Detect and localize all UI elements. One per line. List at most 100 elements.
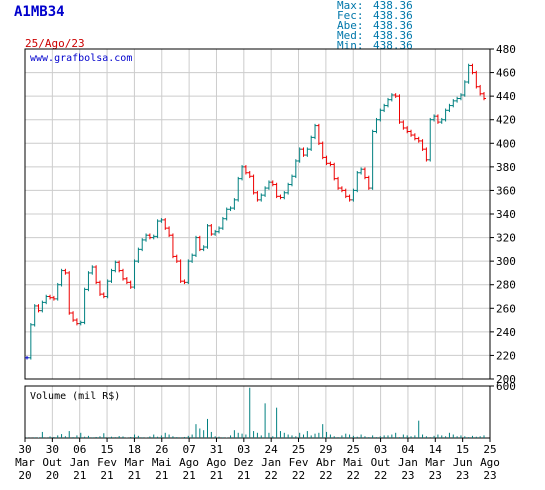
price-bar bbox=[186, 259, 191, 285]
x-tick-year-label: 23 bbox=[429, 469, 442, 482]
price-bar bbox=[466, 63, 471, 84]
price-bar bbox=[28, 323, 33, 360]
stat-avg: Med: 438.36 bbox=[337, 30, 413, 41]
price-bar bbox=[105, 279, 110, 299]
x-tick-month-label: Ago bbox=[179, 456, 199, 469]
price-bar bbox=[397, 94, 402, 124]
price-bar bbox=[163, 218, 168, 230]
price-bar bbox=[305, 147, 310, 157]
x-tick-day-label: 25 bbox=[347, 443, 360, 456]
price-bar bbox=[220, 216, 225, 230]
price-bar bbox=[447, 103, 452, 113]
price-bar bbox=[332, 162, 337, 181]
x-tick-month-label: Fev bbox=[289, 456, 309, 469]
x-tick-day-label: 03 bbox=[374, 443, 387, 456]
x-tick-month-label: Out bbox=[371, 456, 391, 469]
price-bar bbox=[201, 245, 206, 252]
price-bar bbox=[482, 92, 486, 101]
x-tick-year-label: 22 bbox=[292, 469, 305, 482]
price-bar bbox=[25, 356, 29, 360]
price-bar bbox=[359, 167, 364, 175]
price-bar bbox=[178, 259, 183, 283]
price-bar bbox=[147, 233, 152, 240]
price-bar bbox=[266, 180, 271, 190]
price-tick-label: 380 bbox=[496, 161, 516, 174]
price-bar bbox=[320, 141, 325, 160]
price-bar bbox=[309, 135, 314, 151]
price-bar bbox=[301, 147, 306, 157]
x-tick-day-label: 15 bbox=[456, 443, 469, 456]
x-tick-month-label: Mar bbox=[15, 456, 35, 469]
ticker-symbol: A1MB34 bbox=[14, 4, 65, 20]
price-bar bbox=[347, 194, 352, 202]
price-bar bbox=[351, 188, 356, 202]
price-bar bbox=[251, 174, 256, 195]
price-bar bbox=[213, 229, 218, 236]
price-bar bbox=[109, 268, 114, 283]
price-bar bbox=[259, 193, 264, 202]
stat-open-label: Abe: bbox=[337, 19, 364, 32]
price-bar bbox=[247, 170, 252, 179]
price-bar bbox=[170, 233, 175, 259]
price-bar bbox=[232, 198, 237, 210]
price-bar bbox=[86, 271, 91, 292]
x-tick-day-label: 24 bbox=[265, 443, 279, 456]
x-tick-day-label: 18 bbox=[128, 443, 141, 456]
price-bar bbox=[316, 123, 321, 146]
stat-close-label: Fec: bbox=[337, 9, 364, 22]
volume-bars bbox=[26, 387, 485, 438]
price-tick-label: 420 bbox=[496, 114, 516, 127]
price-bar bbox=[124, 277, 129, 285]
price-bar bbox=[286, 182, 291, 195]
x-tick-year-label: 21 bbox=[182, 469, 195, 482]
price-bar bbox=[209, 224, 214, 236]
price-bar bbox=[382, 103, 387, 113]
price-bar bbox=[243, 165, 248, 175]
x-tick-month-label: Abr bbox=[316, 456, 336, 469]
x-tick-month-label: Dez bbox=[234, 456, 254, 469]
price-tick-label: 240 bbox=[496, 326, 516, 339]
x-tick-year-label: 23 bbox=[483, 469, 496, 482]
price-bar bbox=[293, 159, 298, 179]
price-bar bbox=[474, 70, 479, 89]
price-stats: Max: 438.36 Fec: 438.36 Abe: 438.36 Med: 438… bbox=[337, 0, 413, 51]
price-bar bbox=[378, 108, 383, 122]
chart-date: 25/Ago/23 bbox=[25, 37, 85, 50]
x-tick-year-label: 21 bbox=[210, 469, 223, 482]
price-bar bbox=[48, 294, 53, 300]
price-tick-label: 200 bbox=[496, 373, 516, 386]
price-bar bbox=[121, 268, 126, 281]
price-bar bbox=[205, 224, 210, 249]
x-tick-year-label: 20 bbox=[46, 469, 59, 482]
price-bar bbox=[224, 207, 229, 221]
volume-tick-label: 600 bbox=[496, 380, 516, 393]
x-tick-year-label: 22 bbox=[347, 469, 360, 482]
price-bar bbox=[101, 292, 106, 299]
price-bar bbox=[462, 80, 467, 97]
stat-max: Max: 438.36 bbox=[337, 0, 413, 11]
price-bar bbox=[90, 265, 95, 275]
price-bar bbox=[117, 260, 122, 273]
price-bar bbox=[270, 180, 275, 187]
price-bar bbox=[40, 300, 45, 313]
price-bar bbox=[405, 126, 410, 134]
price-bar bbox=[416, 136, 421, 143]
price-bar bbox=[97, 280, 102, 296]
x-tick-year-label: 22 bbox=[319, 469, 332, 482]
price-bar bbox=[44, 294, 49, 305]
price-bar bbox=[409, 129, 414, 137]
price-bar bbox=[336, 176, 341, 190]
x-tick-year-label: 21 bbox=[128, 469, 141, 482]
price-bar bbox=[324, 155, 329, 166]
price-bar bbox=[36, 304, 41, 313]
price-bar bbox=[82, 287, 87, 325]
x-tick-month-label: Ago bbox=[480, 456, 500, 469]
price-bar bbox=[374, 117, 379, 134]
price-bar bbox=[197, 235, 202, 252]
price-bar bbox=[282, 191, 287, 200]
x-tick-year-label: 21 bbox=[155, 469, 168, 482]
price-bar bbox=[240, 165, 245, 181]
price-bar bbox=[155, 219, 160, 239]
x-tick-day-label: 07 bbox=[182, 443, 195, 456]
